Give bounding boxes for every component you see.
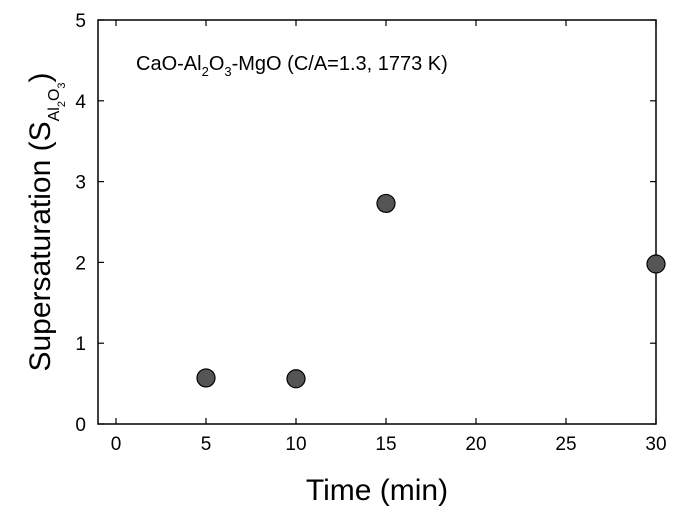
x-tick-label: 20 bbox=[465, 434, 486, 455]
y-tick-labels: 0 1 2 3 4 5 bbox=[75, 11, 86, 436]
chart-annotation: CaO-Al2O3-MgO (C/A=1.3, 1773 K) bbox=[136, 53, 448, 79]
data-point bbox=[376, 193, 396, 214]
y-tick-label: 3 bbox=[75, 173, 86, 194]
x-tick-label: 0 bbox=[111, 434, 122, 455]
y-tick-label: 4 bbox=[75, 92, 86, 113]
x-tick-label: 25 bbox=[555, 434, 576, 455]
data-point bbox=[646, 254, 666, 274]
y-tick-label: 2 bbox=[75, 253, 86, 274]
y-tick-label: 1 bbox=[75, 334, 86, 355]
x-tick-labels: 0 5 10 15 20 25 30 bbox=[111, 434, 667, 455]
x-tick-label: 5 bbox=[201, 434, 212, 455]
axis-ticks bbox=[98, 19, 657, 425]
data-points bbox=[196, 193, 666, 389]
x-tick-label: 10 bbox=[285, 434, 306, 455]
data-point bbox=[196, 368, 216, 388]
x-tick-label: 30 bbox=[645, 434, 666, 455]
data-point bbox=[286, 369, 306, 389]
plot-frame bbox=[97, 19, 657, 425]
y-axis-title: Supersaturation (SAl2O3) bbox=[24, 72, 68, 371]
x-tick-label: 15 bbox=[375, 434, 396, 455]
y-tick-label: 0 bbox=[75, 415, 86, 436]
y-tick-label: 5 bbox=[75, 11, 86, 32]
x-axis-title: Time (min) bbox=[306, 474, 448, 507]
